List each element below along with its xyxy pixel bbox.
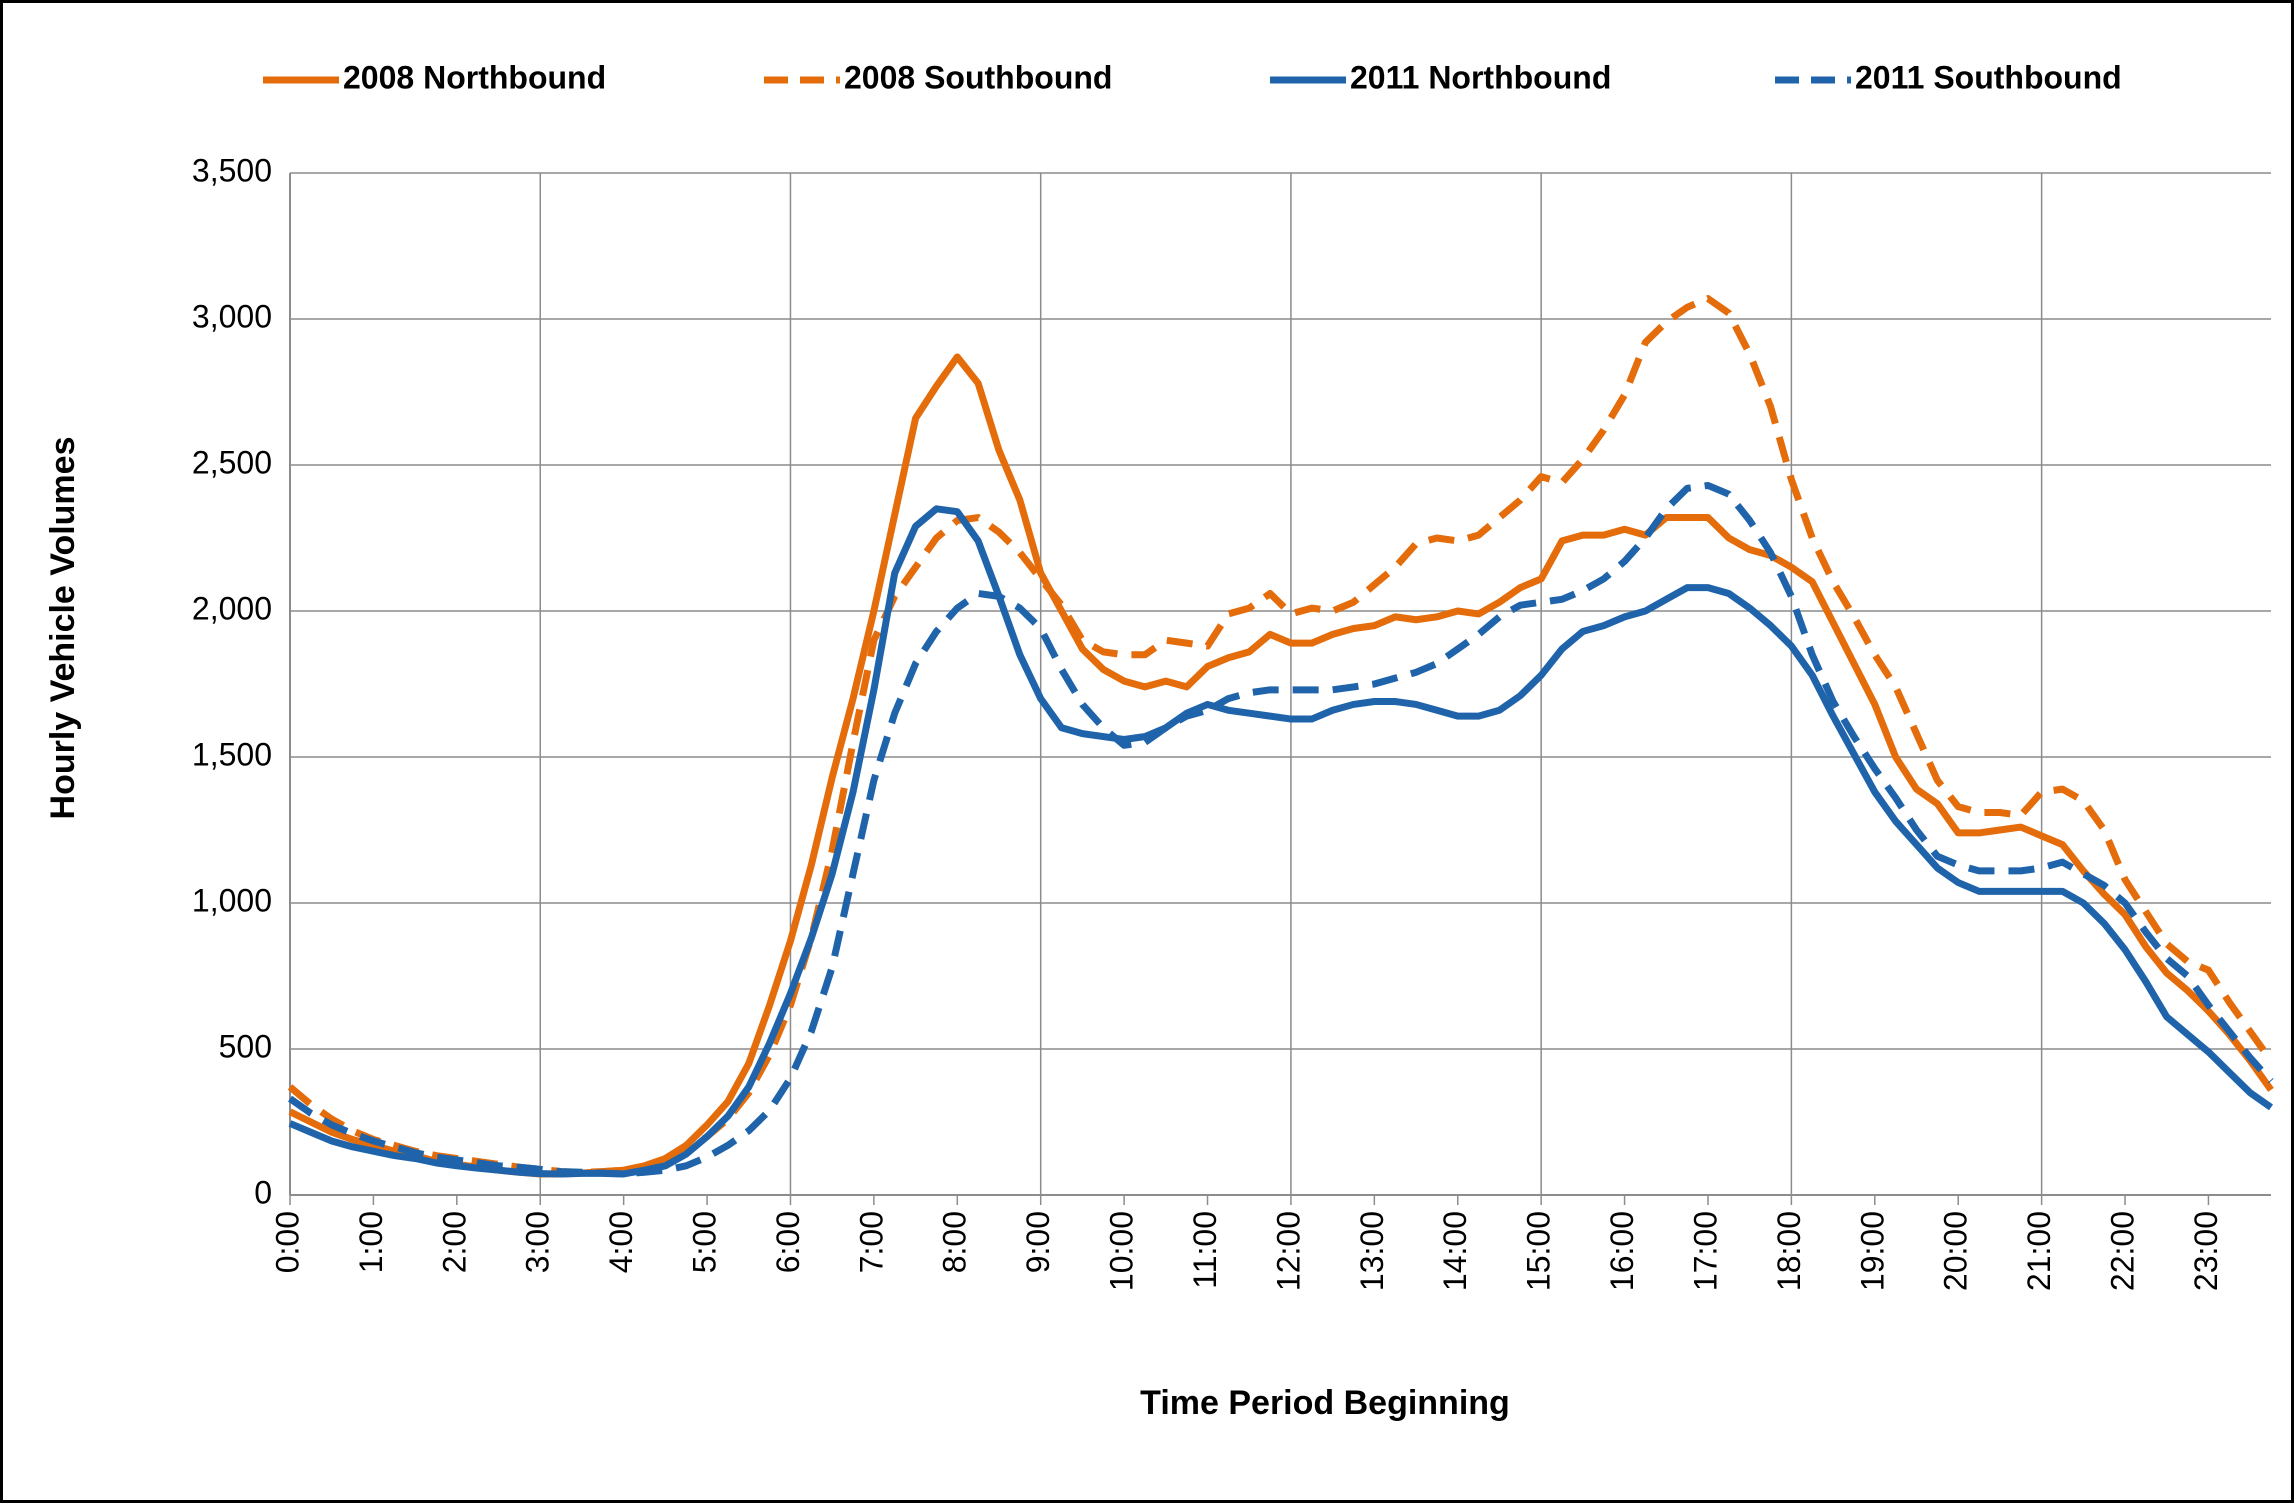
- x-tick-label: 17:00: [1687, 1211, 1723, 1291]
- x-tick-label: 23:00: [2188, 1211, 2224, 1291]
- series-line: [287, 295, 2274, 1176]
- legend-label: 2011 Southbound: [1855, 59, 2122, 95]
- x-tick-label: 12:00: [1270, 1211, 1306, 1291]
- x-tick-label: 14:00: [1437, 1211, 1473, 1291]
- y-tick-label: 1,000: [192, 882, 272, 918]
- x-tick-label: 6:00: [770, 1211, 806, 1273]
- y-tick-label: 3,500: [192, 152, 272, 188]
- legend-label: 2008 Northbound: [343, 59, 606, 95]
- y-axis-title: Hourly Vehicle Volumes: [44, 437, 82, 820]
- x-tick-label: 13:00: [1354, 1211, 1390, 1291]
- x-tick-label: 22:00: [2104, 1211, 2140, 1291]
- x-tick-label: 7:00: [853, 1211, 889, 1273]
- x-tick-label: 2:00: [436, 1211, 472, 1273]
- x-tick-label: 5:00: [687, 1211, 723, 1273]
- x-tick-label: 10:00: [1104, 1211, 1140, 1291]
- x-tick-label: 16:00: [1604, 1211, 1640, 1291]
- x-tick-label: 8:00: [937, 1211, 973, 1273]
- y-tick-label: 2,500: [192, 444, 272, 480]
- x-tick-label: 0:00: [269, 1211, 305, 1273]
- series-line: [287, 481, 2274, 1178]
- x-tick-label: 19:00: [1854, 1211, 1890, 1291]
- legend-label: 2008 Southbound: [844, 59, 1112, 95]
- x-tick-label: 21:00: [2021, 1211, 2057, 1291]
- x-tick-label: 18:00: [1771, 1211, 1807, 1291]
- x-tick-label: 9:00: [1020, 1211, 1056, 1273]
- x-tick-label: 3:00: [520, 1211, 556, 1273]
- y-tick-label: 0: [254, 1174, 272, 1210]
- y-tick-label: 3,000: [192, 298, 272, 334]
- x-tick-label: 15:00: [1521, 1211, 1557, 1291]
- x-tick-label: 11:00: [1187, 1211, 1223, 1289]
- legend-label: 2011 Northbound: [1350, 59, 1611, 95]
- x-tick-label: 1:00: [353, 1211, 389, 1273]
- x-tick-label: 4:00: [603, 1211, 639, 1273]
- y-tick-label: 1,500: [192, 736, 272, 772]
- y-tick-label: 500: [219, 1028, 272, 1064]
- x-tick-label: 20:00: [1938, 1211, 1974, 1291]
- x-axis-title: Time Period Beginning: [1140, 1384, 1510, 1422]
- y-tick-label: 2,000: [192, 590, 272, 626]
